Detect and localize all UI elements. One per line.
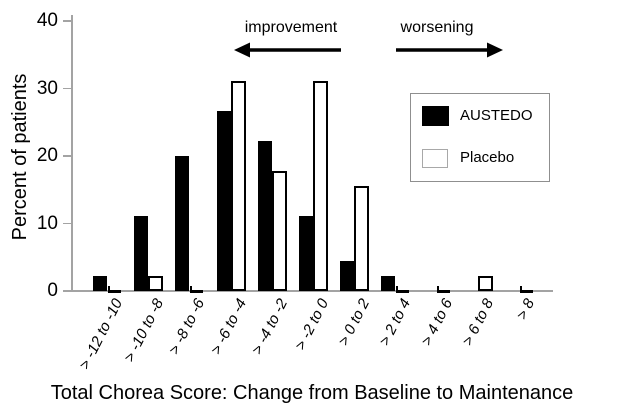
y-tick-label: 0	[47, 280, 58, 301]
bar-austedo	[340, 261, 355, 291]
bar-placebo	[313, 81, 328, 291]
y-axis-tick	[62, 155, 72, 157]
y-tick-label: 10	[36, 212, 58, 234]
x-axis-title: Total Chorea Score: Change from Baseline…	[50, 382, 574, 404]
bar-austedo	[93, 276, 107, 291]
x-axis-line	[71, 290, 553, 292]
bar-placebo	[477, 276, 493, 291]
bar-placebo	[354, 185, 370, 291]
bar-austedo	[134, 216, 149, 291]
worsening-arrow-icon	[396, 42, 503, 58]
y-axis-tick	[62, 87, 72, 90]
bar-placebo-zero-mark	[395, 286, 409, 293]
bar-austedo	[257, 141, 272, 291]
improvement-arrow-icon	[234, 42, 341, 58]
legend-label-austedo: AUSTEDO	[460, 107, 533, 124]
bar-placebo-zero-mark	[107, 286, 121, 293]
bar-placebo	[271, 170, 287, 291]
y-axis-line	[71, 15, 73, 292]
legend-label-placebo: Placebo	[460, 149, 515, 166]
improvement-label: improvement	[244, 19, 338, 36]
worsening-label: worsening	[400, 19, 474, 36]
bar-austedo	[299, 216, 313, 291]
bar-placebo-zero-mark	[437, 286, 451, 293]
plot-area	[72, 21, 553, 293]
bar-placebo-zero-mark	[189, 286, 203, 293]
y-tick-label: 40	[36, 10, 58, 31]
legend-swatch-placebo-icon	[422, 149, 448, 168]
bar-austedo	[216, 110, 231, 291]
y-axis-tick	[62, 290, 72, 292]
bar-austedo	[175, 156, 190, 291]
bar-placebo	[148, 276, 164, 291]
legend-swatch-austedo-icon	[422, 106, 449, 126]
bar-placebo	[230, 81, 246, 291]
legend-box: AUSTEDO Placebo	[410, 93, 550, 182]
y-tick-label: 20	[36, 145, 58, 166]
bar-austedo	[381, 276, 396, 291]
y-tick-label: 30	[36, 77, 58, 99]
bar-placebo-zero-mark	[519, 286, 533, 293]
y-axis-tick	[62, 222, 72, 225]
y-axis-tick	[62, 20, 72, 22]
